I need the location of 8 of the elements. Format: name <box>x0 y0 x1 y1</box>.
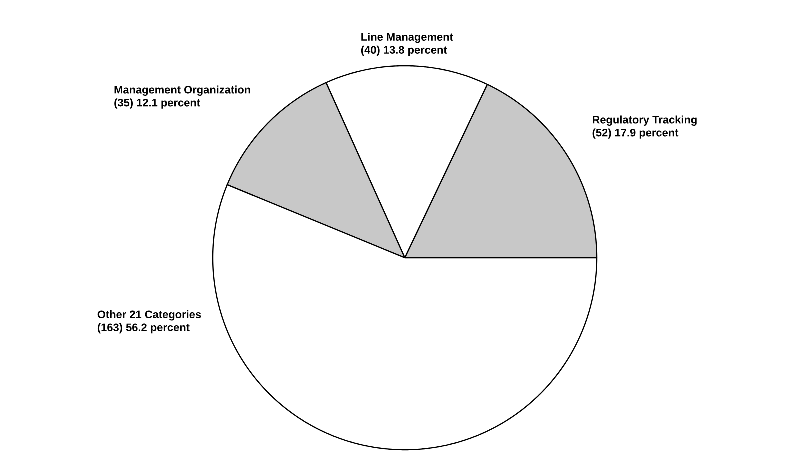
data-label: (40) 13.8 percent <box>361 46 448 56</box>
data-label: (163) 56.2 percent <box>98 323 190 334</box>
data-label: (52) 17.9 percent <box>592 128 679 139</box>
slice-label: Line Management <box>362 32 454 44</box>
slice-label: Other 21 Categories <box>98 310 202 321</box>
data-label: (35) 12.1 percent <box>114 98 200 109</box>
slice-label: Management Organization <box>114 86 250 96</box>
slice-label: Regulatory Tracking <box>593 116 697 126</box>
